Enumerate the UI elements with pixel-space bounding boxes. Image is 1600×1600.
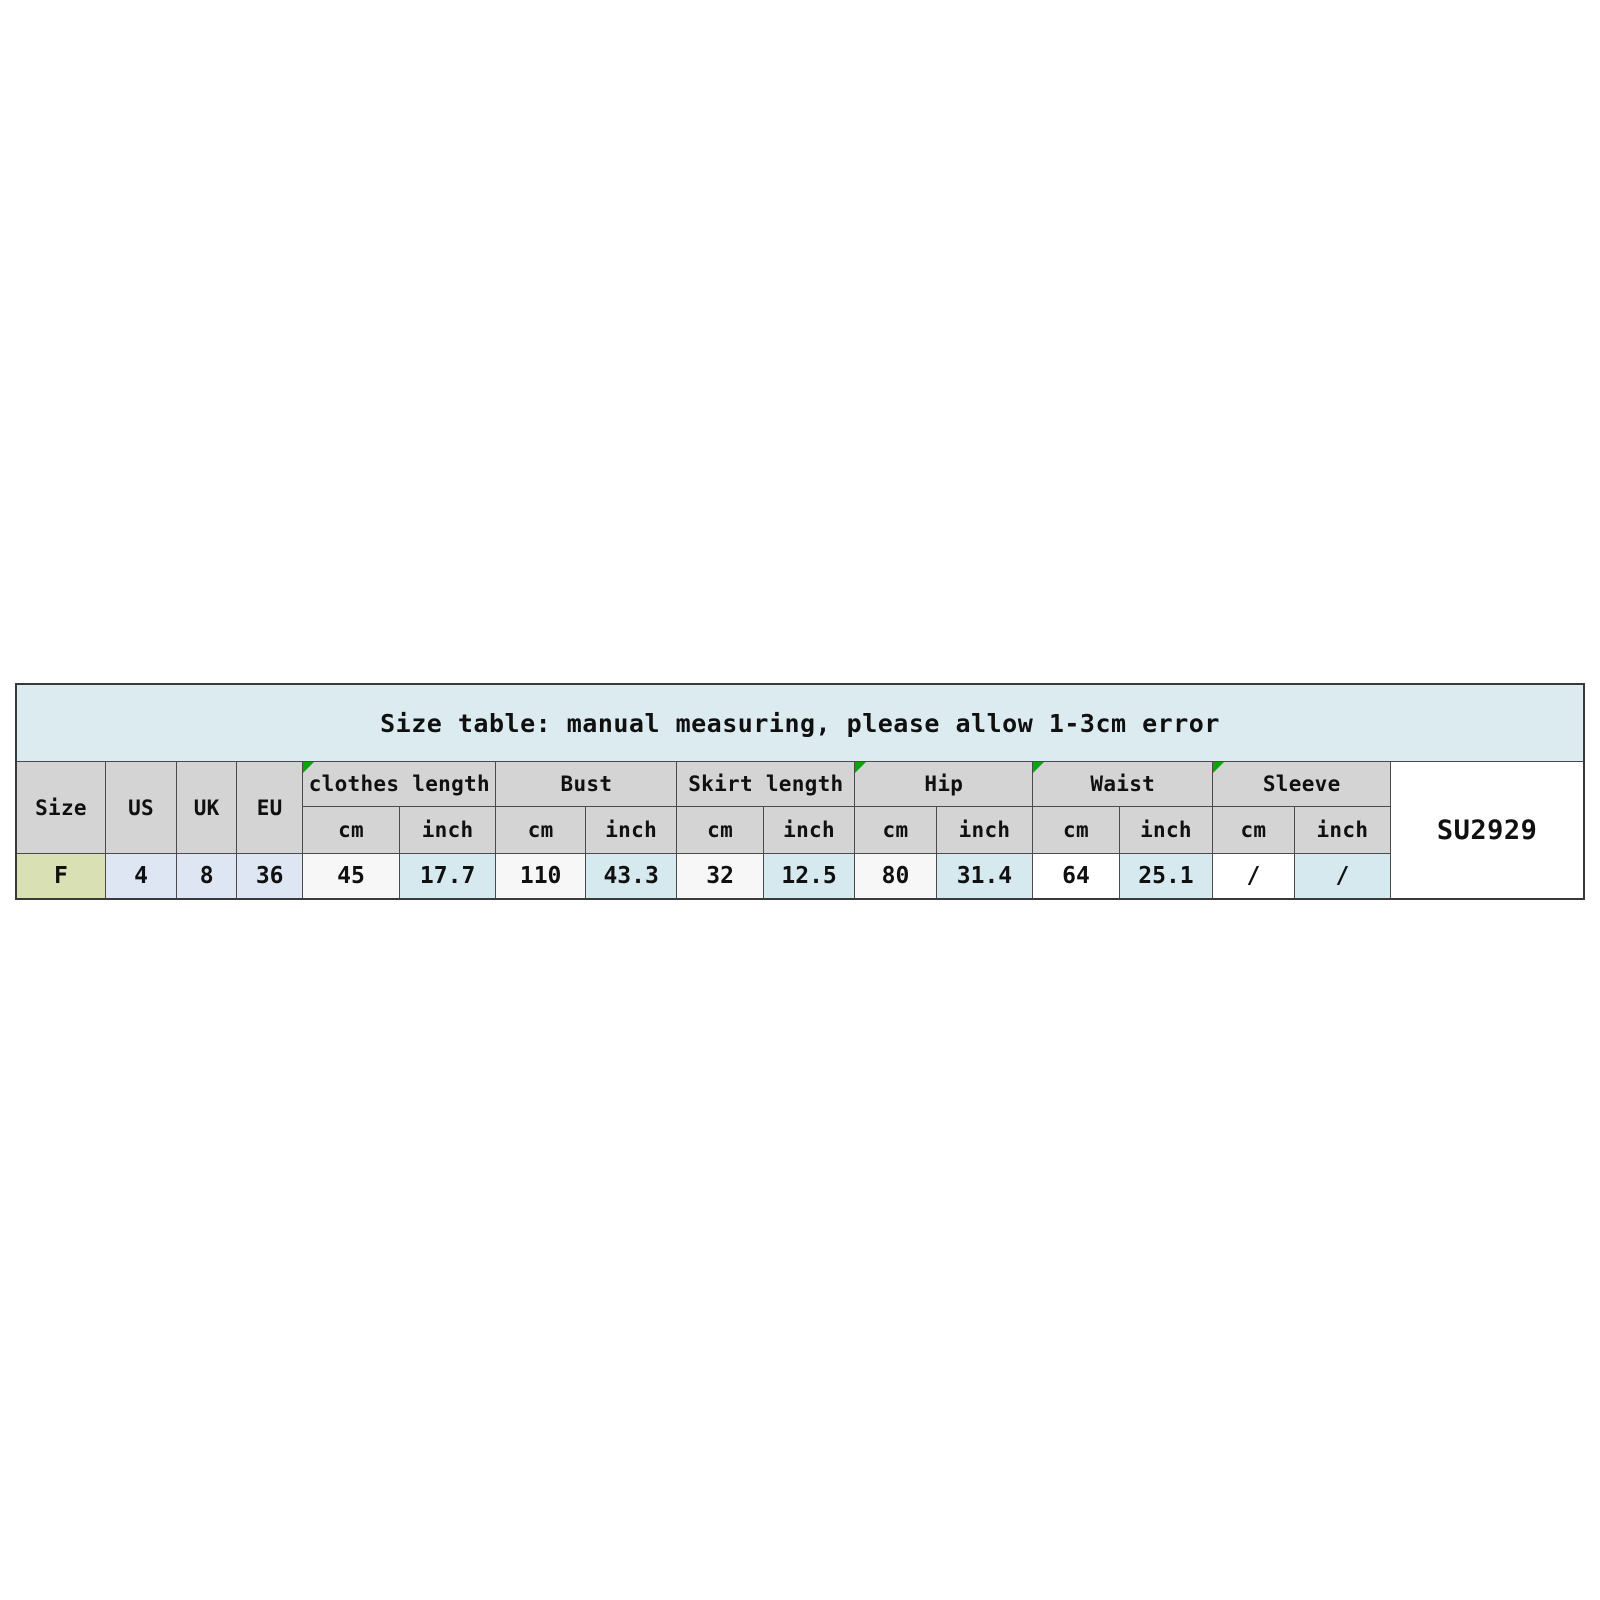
cell-bust-inch: 43.3 [584, 853, 678, 900]
header-eu: EU [236, 761, 304, 854]
header-unit-bust-cm: cm [495, 806, 586, 854]
header-unit-clothes-length-cm: cm [302, 806, 400, 854]
header-unit-hip-inch: inch [935, 806, 1034, 854]
table-row: F 4 8 36 45 17.7 110 43.3 32 12.5 80 31.… [15, 853, 1584, 900]
header-group-bust: Bust [495, 761, 678, 807]
header-us: US [104, 761, 178, 854]
cell-skirt-length-inch: 12.5 [762, 853, 856, 900]
cell-sleeve-inch: / [1293, 853, 1392, 900]
header-unit-sleeve-inch: inch [1293, 806, 1392, 854]
header-size: Size [15, 761, 106, 854]
header-unit-skirt-length-inch: inch [762, 806, 856, 854]
table-title-row: Size table: manual measuring, please all… [15, 683, 1585, 762]
size-table-container: Size table: manual measuring, please all… [15, 683, 1585, 900]
size-chart-table: Size table: manual measuring, please all… [15, 683, 1585, 900]
header-unit-sleeve-cm: cm [1212, 806, 1295, 854]
header-group-sleeve: Sleeve [1212, 761, 1392, 807]
header-group-row: Size US UK EU clothes length Bust Skirt … [15, 761, 1585, 900]
cell-skirt-length-cm: 32 [676, 853, 764, 900]
cell-size: F [15, 853, 106, 900]
header-unit-waist-cm: cm [1032, 806, 1120, 854]
cell-clothes-length-inch: 17.7 [398, 853, 497, 900]
header-group-clothes-length: clothes length [302, 761, 497, 807]
cell-waist-cm: 64 [1032, 853, 1120, 900]
cell-us: 4 [104, 853, 178, 900]
header-unit-skirt-length-cm: cm [676, 806, 764, 854]
header-group-skirt-length: Skirt length [676, 761, 856, 807]
cell-waist-inch: 25.1 [1118, 853, 1214, 900]
header-unit-bust-inch: inch [584, 806, 678, 854]
product-code: SU2929 [1390, 761, 1585, 900]
cell-hip-inch: 31.4 [935, 853, 1034, 900]
header-unit-row: cm inch cm inch cm inch cm inch cm inch … [16, 806, 1584, 854]
header-unit-waist-inch: inch [1118, 806, 1214, 854]
cell-eu: 36 [236, 853, 304, 900]
cell-sleeve-cm: / [1212, 853, 1295, 900]
cell-bust-cm: 110 [495, 853, 586, 900]
header-group-hip: Hip [854, 761, 1034, 807]
header-group-waist: Waist [1032, 761, 1214, 807]
header-unit-hip-cm: cm [854, 806, 937, 854]
size-table-title: Size table: manual measuring, please all… [15, 683, 1585, 762]
cell-hip-cm: 80 [854, 853, 937, 900]
cell-uk: 8 [176, 853, 238, 900]
header-unit-clothes-length-inch: inch [398, 806, 497, 854]
cell-clothes-length-cm: 45 [302, 853, 400, 900]
header-uk: UK [176, 761, 238, 854]
